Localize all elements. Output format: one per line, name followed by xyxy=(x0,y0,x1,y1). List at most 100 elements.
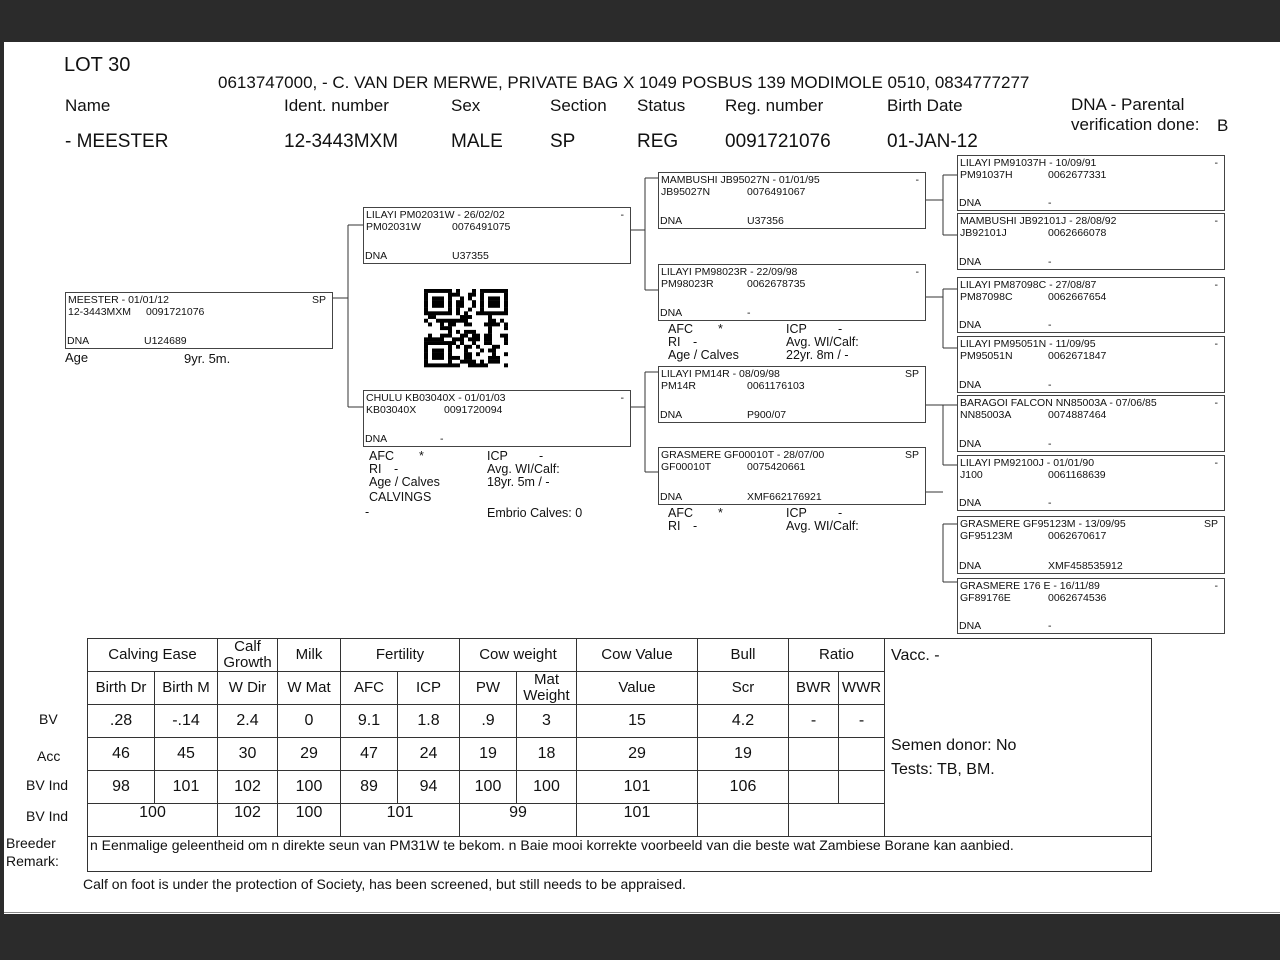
dna-value: B xyxy=(1217,116,1229,135)
reg-number: 0062674536 xyxy=(1048,592,1107,604)
qr-module xyxy=(492,352,496,357)
qr-module xyxy=(424,355,428,360)
qr-module xyxy=(480,300,484,305)
qr-module xyxy=(440,355,444,360)
table-cell: 18 xyxy=(516,737,577,771)
dna-label: DNA xyxy=(365,433,388,445)
qr-module xyxy=(468,359,472,364)
qr-module xyxy=(492,318,496,323)
remark-label: Breeder xyxy=(6,835,56,851)
dna-label: DNA xyxy=(959,197,982,209)
table-cell: 2.4 xyxy=(217,704,278,738)
dna-label: DNA xyxy=(67,335,90,347)
avg-wi-label: Avg. WI/Calf: xyxy=(487,462,560,476)
qr-module xyxy=(468,337,472,342)
table-cell: 100 xyxy=(277,770,341,804)
qr-module xyxy=(424,300,428,305)
qr-module xyxy=(472,329,476,334)
qr-module xyxy=(436,337,440,342)
animal-title: MAMBUSHI JB92101J - 28/08/92 xyxy=(960,215,1117,227)
qr-module xyxy=(432,289,436,293)
column-header: Mat Weight xyxy=(516,671,577,705)
qr-module xyxy=(492,296,496,301)
qr-module xyxy=(488,315,492,319)
table-cell: 46 xyxy=(87,737,155,771)
ident-number: PM14R xyxy=(661,380,697,392)
qr-module xyxy=(440,300,444,305)
qr-module xyxy=(456,292,460,297)
qr-module xyxy=(484,311,488,316)
table-cell: 100 xyxy=(459,770,517,804)
qr-module xyxy=(476,363,480,368)
qr-module xyxy=(500,311,504,316)
qr-module xyxy=(440,337,444,342)
qr-module xyxy=(448,348,452,353)
qr-module xyxy=(504,300,508,305)
qr-module xyxy=(444,289,448,293)
ident-number: GF89176E xyxy=(960,592,1011,604)
qr-module xyxy=(452,355,456,360)
calvings-label: CALVINGS xyxy=(369,490,432,504)
qr-module xyxy=(488,341,492,345)
table-cell: 102 xyxy=(217,803,278,837)
qr-module xyxy=(492,311,496,316)
qr-module xyxy=(496,355,500,360)
qr-module xyxy=(436,352,440,357)
pedigree-box: LILAYI PM14R - 08/09/98 SP PM14R 0061176103… xyxy=(658,366,926,423)
header-value: 12-3443MXM xyxy=(284,131,399,152)
grade: - xyxy=(1214,457,1219,469)
qr-module xyxy=(448,300,452,305)
reg-number: 0076491067 xyxy=(747,186,806,198)
header-label: Reg. number xyxy=(725,96,824,115)
qr-module xyxy=(448,289,452,293)
qr-module xyxy=(448,363,452,368)
qr-module xyxy=(460,315,464,319)
column-header: W Mat xyxy=(277,671,341,705)
qr-module xyxy=(456,300,460,305)
age-calves-value: 18yr. 5m / - xyxy=(487,475,550,489)
qr-module xyxy=(436,311,440,316)
qr-module xyxy=(504,363,508,368)
group-header: Calf Growth xyxy=(217,638,278,672)
header-value: 01-JAN-12 xyxy=(887,131,978,152)
dna-value: U124689 xyxy=(144,335,187,347)
footer-note: Calf on foot is under the protection of … xyxy=(83,876,686,892)
qr-module xyxy=(492,322,496,327)
avg-wi-label: Avg. WI/Calf: xyxy=(786,519,859,533)
ri-label: RI xyxy=(369,462,382,476)
qr-module xyxy=(484,363,488,368)
reg-number: 0075420661 xyxy=(747,461,806,473)
table-cell: 47 xyxy=(340,737,398,771)
embrio-calves: Embrio Calves: 0 xyxy=(487,506,583,520)
qr-module xyxy=(464,329,468,334)
qr-module xyxy=(464,333,468,338)
ri-label: RI xyxy=(668,335,681,349)
qr-module xyxy=(432,311,436,316)
qr-module xyxy=(452,363,456,368)
qr-module xyxy=(468,296,472,301)
qr-module xyxy=(496,289,500,293)
age-calves-value: 22yr. 8m / - xyxy=(786,348,849,362)
table-row: 46 45 30 29 47 24 19 18 29 19 xyxy=(87,737,1152,771)
table-cell: 1.8 xyxy=(397,704,460,738)
ident-number: NN85003A xyxy=(960,409,1012,421)
remark-label-2: Remark: xyxy=(6,853,59,869)
table-cell: 45 xyxy=(154,737,218,771)
qr-module xyxy=(440,348,444,353)
grade: - xyxy=(1214,338,1219,350)
animal-title: GRASMERE GF95123M - 13/09/95 xyxy=(960,518,1126,530)
pedigree-box: LILAYI PM98023R - 22/09/98 - PM98023R 00626… xyxy=(658,264,926,321)
grade: - xyxy=(915,266,920,278)
animal-title: LILAYI PM14R - 08/09/98 xyxy=(661,368,780,380)
animal-title: LILAYI PM02031W - 26/02/02 xyxy=(366,209,505,221)
column-header: AFC xyxy=(340,671,398,705)
qr-module xyxy=(428,341,432,345)
qr-module xyxy=(428,311,432,316)
column-header: Value xyxy=(576,671,698,705)
grade: - xyxy=(620,209,625,221)
vacc-text: Vacc. - xyxy=(891,647,940,664)
age-value: 9yr. 5m. xyxy=(184,351,231,366)
qr-module xyxy=(504,341,508,345)
pedigree-box: LILAYI PM92100J - 01/01/90 - J100 006116863… xyxy=(957,455,1225,511)
table-cell: 101 xyxy=(154,770,218,804)
